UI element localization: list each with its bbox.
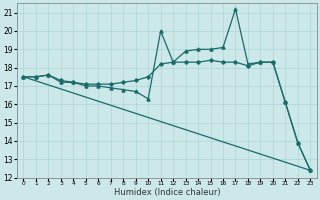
X-axis label: Humidex (Indice chaleur): Humidex (Indice chaleur): [114, 188, 220, 197]
